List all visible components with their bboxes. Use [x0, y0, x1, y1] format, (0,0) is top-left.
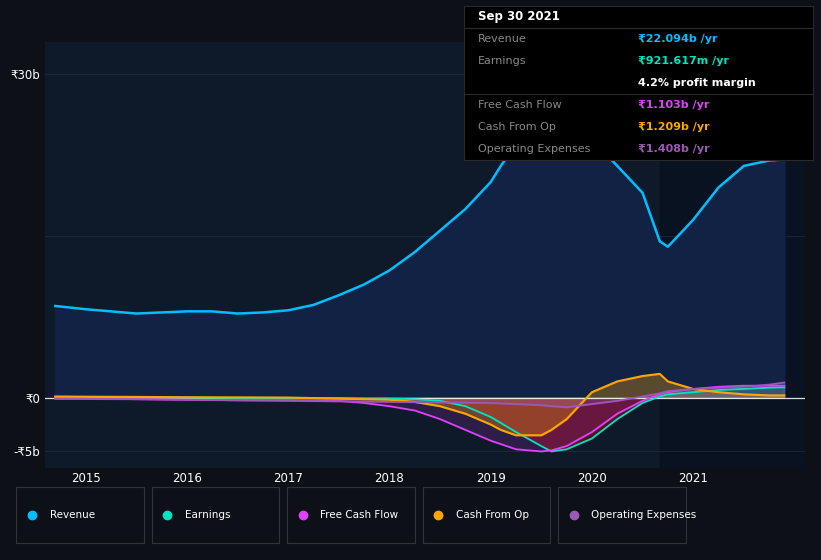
Text: Earnings: Earnings — [185, 510, 231, 520]
Text: Earnings: Earnings — [478, 55, 526, 66]
Bar — [660, 42, 805, 468]
Text: Cash From Op: Cash From Op — [456, 510, 529, 520]
Text: Cash From Op: Cash From Op — [478, 122, 556, 132]
Text: ₹1.408b /yr: ₹1.408b /yr — [639, 143, 710, 153]
Text: Operating Expenses: Operating Expenses — [591, 510, 696, 520]
Text: Revenue: Revenue — [49, 510, 94, 520]
Text: Operating Expenses: Operating Expenses — [478, 143, 590, 153]
Text: ₹921.617m /yr: ₹921.617m /yr — [639, 55, 729, 66]
Text: Revenue: Revenue — [478, 34, 526, 44]
Text: Sep 30 2021: Sep 30 2021 — [478, 10, 560, 23]
Text: ₹22.094b /yr: ₹22.094b /yr — [639, 34, 718, 44]
Text: ₹1.103b /yr: ₹1.103b /yr — [639, 100, 709, 110]
Text: Free Cash Flow: Free Cash Flow — [320, 510, 398, 520]
Text: ₹1.209b /yr: ₹1.209b /yr — [639, 122, 710, 132]
Text: Free Cash Flow: Free Cash Flow — [478, 100, 562, 110]
Text: 4.2% profit margin: 4.2% profit margin — [639, 78, 756, 87]
